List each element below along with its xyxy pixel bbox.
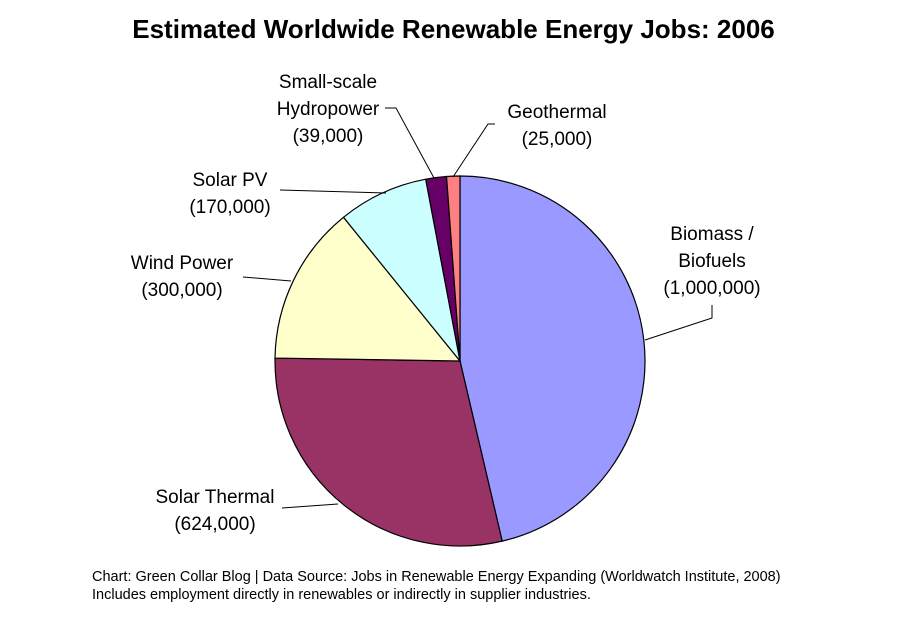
- value-label: (1,000,000): [663, 278, 761, 299]
- value-label: (170,000): [189, 197, 271, 218]
- leader-line: [281, 503, 339, 509]
- chart-title: Estimated Worldwide Renewable Energy Job…: [132, 14, 775, 44]
- note: Includes employment directly in renewabl…: [92, 587, 591, 603]
- value-label: (624,000): [174, 514, 256, 535]
- leader-line: [279, 189, 387, 194]
- leader-line: [385, 107, 435, 179]
- category-label: Biomass / Biofuels: [670, 224, 754, 272]
- leader-line: [242, 276, 292, 282]
- category-label: Solar Thermal: [155, 487, 275, 508]
- value-label: (25,000): [521, 129, 593, 150]
- leader-line: [644, 305, 713, 341]
- slice-label: Wind Power (300,000): [112, 250, 252, 304]
- pie-slice: [274, 216, 462, 362]
- notes: Chart: Green Collar Blog | Data Source: …: [92, 568, 781, 604]
- slice-label: Small-scale Hydropower (39,000): [262, 69, 394, 150]
- category-label: Geothermal: [507, 102, 607, 123]
- slice-label: Geothermal (25,000): [495, 99, 619, 153]
- pie-slice: [274, 357, 503, 547]
- slice-label: Solar Thermal (624,000): [140, 484, 290, 538]
- category-label: Wind Power: [130, 253, 234, 274]
- leader-line: [452, 123, 495, 178]
- category-label: Solar PV: [192, 170, 268, 191]
- value-label: (300,000): [141, 280, 223, 301]
- value-label: (39,000): [292, 126, 364, 147]
- slice-label: Solar PV (170,000): [170, 167, 290, 221]
- category-label: Small-scale Hydropower: [276, 72, 380, 120]
- note: Chart: Green Collar Blog | Data Source: …: [92, 569, 781, 585]
- slice-label: Biomass / Biofuels (1,000,000): [647, 221, 777, 302]
- pie-slice: [459, 175, 646, 542]
